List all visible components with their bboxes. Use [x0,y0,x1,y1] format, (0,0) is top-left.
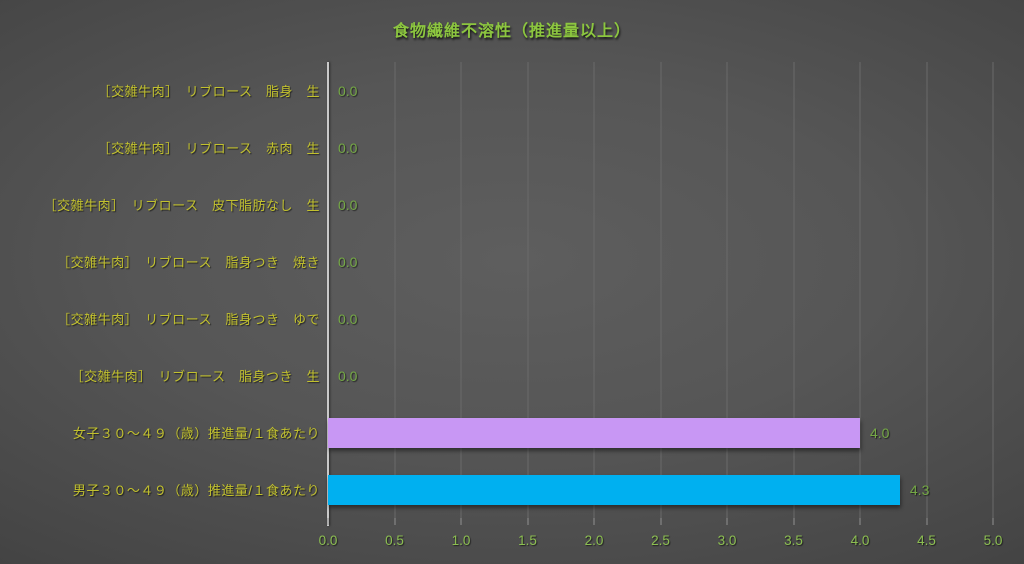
x-tick-label: 1.5 [518,533,537,548]
x-tick-label: 4.5 [917,533,936,548]
bar [328,474,900,505]
value-axis-line [327,62,329,526]
axis-tick [394,518,395,525]
plot-area: 0.0 0.0 0.0 0.0 0.0 0.0 4.0 4.3 [327,62,994,526]
gridline [726,62,728,518]
category-label: ［交雑牛肉］ リブロース 皮下脂肪なし 生 [43,198,320,213]
x-tick-label: 2.5 [651,533,670,548]
category-label: ［交雑牛肉］ リブロース 脂身つき 焼き [57,255,320,270]
value-label: 0.0 [338,196,358,213]
value-label: 0.0 [338,367,358,384]
gridline [793,62,794,518]
x-tick-label: 2.0 [584,533,604,548]
category-label: ［交雑牛肉］ リブロース 脂身つき 生 [70,369,320,384]
x-tick-label: 3.0 [717,533,737,548]
x-tick-label: 5.0 [983,533,1003,548]
gridline [926,62,927,518]
category-row: 0.0 [328,290,993,347]
axis-tick [859,518,861,525]
axis-tick [793,518,794,525]
category-row: 4.3 [328,461,993,518]
gridline [394,62,395,518]
x-tick-label: 0.5 [385,533,404,548]
x-tick-label: 3.5 [784,533,803,548]
x-tick-label: 4.0 [850,533,870,548]
gridline [660,62,661,518]
category-row: 0.0 [328,119,993,176]
value-label: 4.0 [870,424,890,441]
x-tick-label: 0.0 [318,533,338,548]
value-label: 4.3 [909,481,930,498]
gridline [460,62,462,518]
axis-tick [527,518,528,525]
category-label: ［交雑牛肉］ リブロース 脂身つき ゆで [57,312,320,327]
axis-tick [460,518,462,525]
value-label: 0.0 [338,310,358,327]
category-axis: ［交雑牛肉］ リブロース 脂身 生 ［交雑牛肉］ リブロース 赤肉 生 ［交雑牛肉］… [0,62,320,518]
category-row: 4.0 [328,404,993,461]
category-row: 0.0 [328,62,993,119]
axis-tick [660,518,661,525]
gridline [992,62,994,518]
bar [328,417,860,448]
category-label: 女子３０～４９（歳）推進量/１食あたり [72,426,320,441]
category-row: 0.0 [328,233,993,290]
category-row: 0.0 [328,176,993,233]
x-axis: 0.0 0.5 1.0 1.5 2.0 2.5 3.0 3.5 4.0 4.5 5.0 [319,518,1002,560]
axis-tick [992,518,994,525]
axis-tick [726,518,728,525]
axis-tick [926,518,927,525]
gridline [527,62,528,518]
value-label: 0.0 [338,139,358,156]
category-row: 0.0 [328,347,993,404]
category-label: ［交雑牛肉］ リブロース 赤肉 生 [97,141,320,156]
value-label: 0.0 [338,253,358,270]
axis-tick [327,518,329,525]
chart-title: 食物繊維不溶性（推進量以上） [392,23,631,40]
x-tick-label: 1.0 [451,533,471,548]
gridline [593,62,595,518]
value-label: 0.0 [338,82,358,99]
gridline [859,62,861,518]
category-label: 男子３０～４９（歳）推進量/１食あたり [72,483,320,498]
category-label: ［交雑牛肉］ リブロース 脂身 生 [97,84,320,99]
axis-tick [593,518,595,525]
